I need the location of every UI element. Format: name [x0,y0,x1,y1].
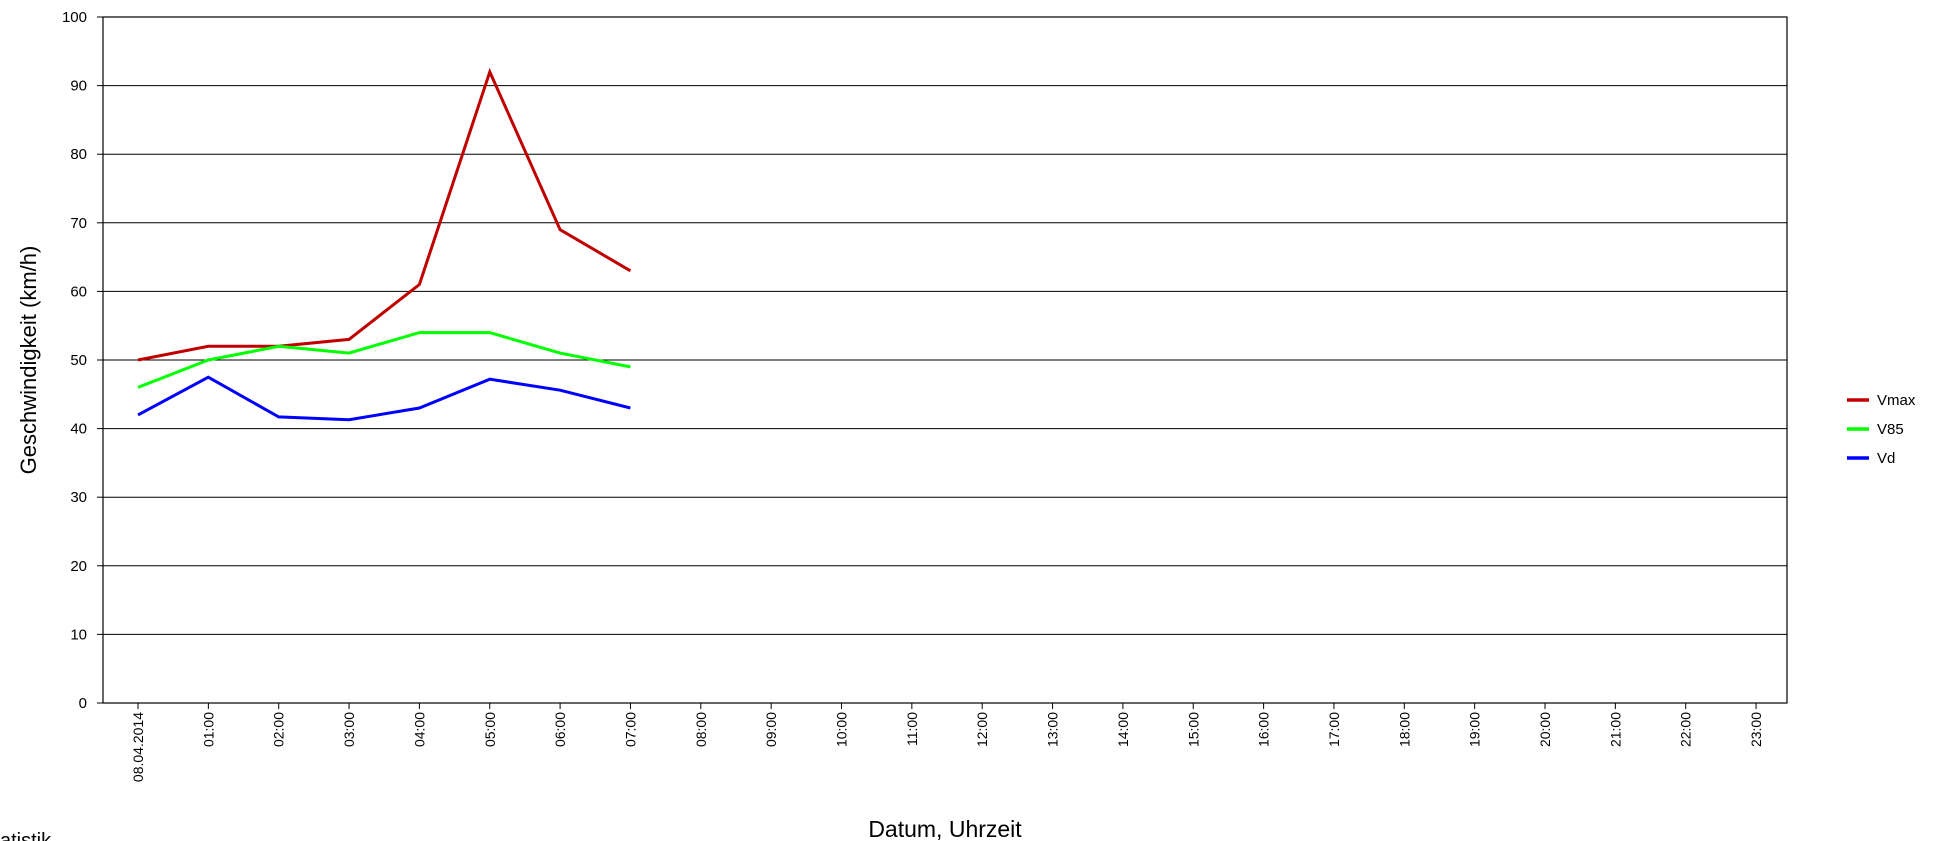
x-tick-label: 08.04.2014 [130,712,146,782]
series-line-vd [137,375,631,422]
x-axis-ticks: 08.04.2014 01:00 02:00 03:00 04:00 05:00 06:00… [130,703,1764,782]
x-tick-label: 23:00 [1748,712,1764,747]
series-line-v85 [137,331,631,389]
y-tick-label: 10 [70,626,87,643]
x-tick-label: 05:00 [482,712,498,747]
x-tick-label: 17:00 [1326,712,1342,747]
y-tick-label: 40 [70,421,87,438]
x-tick-label: 13:00 [1045,712,1061,747]
y-tick-label: 60 [70,283,87,300]
x-axis-title: Datum, Uhrzeit [868,816,1022,841]
gridlines [103,85,1787,635]
x-tick-label: 07:00 [622,712,638,747]
x-tick-label: 20:00 [1537,712,1553,747]
series-lines [137,67,632,422]
series-line-vmax [137,67,632,362]
x-tick-label: 14:00 [1115,712,1131,747]
x-tick-label: 03:00 [341,712,357,747]
x-tick-label: 21:00 [1607,712,1623,747]
y-tick-label: 70 [70,215,87,232]
y-tick-label: 90 [70,78,87,95]
x-tick-label: 09:00 [763,712,779,747]
x-tick-label: 01:00 [200,712,216,747]
y-tick-label: 30 [70,489,87,506]
x-tick-label: 11:00 [904,712,920,746]
y-axis-ticks: 0 10 20 30 40 50 60 70 80 90 100 [62,9,103,712]
x-tick-label: 10:00 [834,712,850,747]
x-tick-label: 06:00 [552,712,568,747]
footer-label: atistik [0,831,51,841]
legend-label-vmax: Vmax [1877,392,1916,409]
y-tick-label: 100 [62,9,87,26]
x-tick-label: 22:00 [1678,712,1694,747]
legend-label-vd: Vd [1877,450,1895,467]
y-tick-label: 0 [79,695,87,712]
x-tick-label: 16:00 [1256,712,1272,747]
y-tick-label: 20 [70,558,87,575]
legend-label-v85: V85 [1877,421,1904,438]
x-tick-label: 12:00 [974,712,990,747]
x-tick-label: 18:00 [1396,712,1412,747]
x-tick-label: 08:00 [693,712,709,747]
y-axis-title: Geschwindigkeit (km/h) [16,246,41,475]
x-tick-label: 02:00 [271,712,287,747]
y-tick-label: 80 [70,146,87,163]
legend: Vmax V85 Vd [1847,392,1916,467]
y-tick-label: 50 [70,352,87,369]
x-tick-label: 19:00 [1467,712,1483,747]
x-tick-label: 15:00 [1185,712,1201,747]
x-tick-label: 04:00 [411,712,427,747]
